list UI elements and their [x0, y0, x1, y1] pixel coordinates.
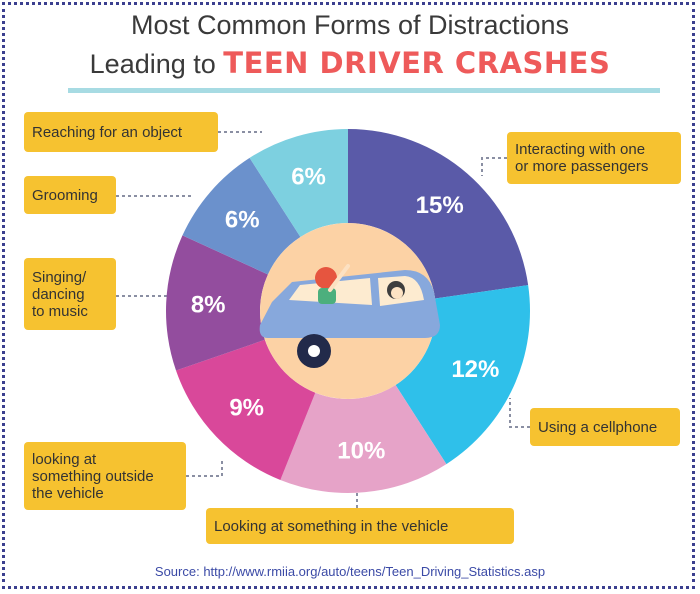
label-text: Using a cellphone [538, 418, 658, 436]
label-reaching: Reaching for an object [24, 112, 218, 152]
donut-slice [395, 285, 530, 465]
label-singing: Singing/ dancing to music [24, 258, 116, 330]
label-line: the vehicle [32, 484, 104, 502]
slice-percent-label: 8% [191, 291, 226, 318]
label-line: or more passengers [515, 158, 649, 175]
car-wheel-hub [308, 345, 320, 357]
title-line-2: Leading to TEEN DRIVER CRASHES [0, 46, 700, 80]
slice-percent-label: 12% [451, 356, 499, 383]
donut-slice [166, 235, 268, 371]
label-line: Interacting with one [515, 141, 646, 158]
slice-percent-label: 6% [225, 206, 260, 233]
source-citation: Source: http://www.rmiia.org/auto/teens/… [154, 564, 546, 579]
label-line: Singing/ [32, 268, 87, 286]
title-underline [68, 88, 660, 93]
label-grooming: Grooming [24, 176, 116, 214]
slice-percent-label: 6% [291, 164, 326, 191]
label-line: to music [32, 302, 88, 320]
donut-slices [166, 129, 530, 493]
title-line-1: Most Common Forms of Distractions [130, 10, 570, 40]
title-prefix: Leading to [89, 49, 224, 79]
passenger-face-2 [391, 287, 403, 299]
label-line: dancing [32, 285, 85, 303]
label-line: looking at [32, 450, 97, 468]
waving-arm [328, 264, 350, 292]
label-passengers: Interacting with one or more passengers [507, 132, 681, 184]
label-line: something outside [32, 467, 154, 485]
percent-labels: 15% 12% 10% 9% 8% 6% 6% [191, 164, 500, 465]
passenger-head-1 [315, 267, 337, 289]
donut-slice [182, 157, 301, 275]
donut-slice [249, 129, 348, 237]
car-with-teens-icon [259, 264, 440, 368]
center-area [259, 223, 440, 399]
label-text: Grooming [32, 186, 98, 204]
title-accent: TEEN DRIVER CRASHES [223, 46, 611, 80]
connector-lines [116, 131, 530, 508]
donut-slice [280, 385, 447, 493]
connector-line [186, 458, 223, 477]
slice-percent-label: 9% [229, 395, 264, 422]
connector-line [481, 157, 507, 176]
label-text: Reaching for an object [32, 123, 183, 141]
dotted-frame [2, 2, 695, 589]
label-text: Looking at something in the vehicle [214, 517, 449, 535]
label-cellphone: Using a cellphone [530, 408, 680, 446]
label-outside-vehicle: looking at something outside the vehicle [24, 442, 186, 510]
slice-percent-label: 10% [337, 437, 385, 464]
slice-percent-label: 15% [416, 192, 464, 219]
donut-slice [176, 339, 316, 480]
donut-slice [348, 129, 529, 299]
connector-line [509, 398, 530, 428]
label-in-vehicle: Looking at something in the vehicle [206, 508, 514, 544]
passenger-body-1 [318, 288, 336, 304]
